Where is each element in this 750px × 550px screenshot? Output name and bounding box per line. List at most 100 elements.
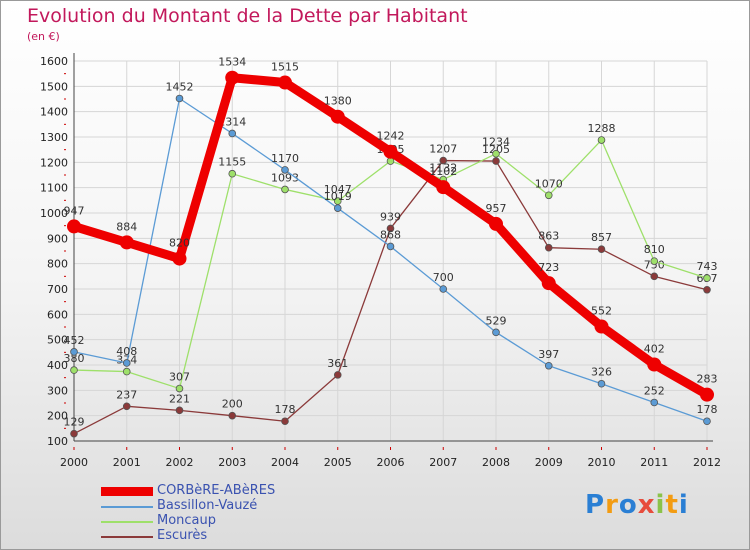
data-label: 129 [64,416,85,429]
data-point [333,204,342,212]
data-point [489,216,503,231]
data-point [281,185,289,194]
data-label: 237 [116,388,137,401]
proxiti-logo: Proxiti [585,490,689,520]
data-label: 529 [486,314,507,327]
data-point [386,242,395,251]
data-label: 1380 [324,95,352,108]
y-tick-label: 1300 [40,131,68,144]
legend-label: Bassillon-Vauzé [157,498,258,513]
data-point [278,75,292,90]
data-point [597,245,606,254]
y-tick-label: 1000 [40,207,68,220]
y-tick-label: 900 [47,232,68,245]
y-tick-label: 800 [47,258,68,271]
x-tick-label: 2004 [271,456,299,469]
data-point [492,157,500,165]
data-label: 857 [591,231,612,244]
data-point [175,384,184,393]
data-label: 178 [275,403,296,416]
data-point [439,156,448,165]
data-label: 1155 [218,156,246,169]
data-point [281,417,289,426]
data-label: 408 [116,345,137,358]
legend-label: Moncaup [157,513,217,528]
x-tick-label: 2011 [640,456,668,469]
x-tick-label: 2002 [166,456,194,469]
data-point [703,285,711,294]
data-point [122,367,131,376]
y-tick-label: 200 [47,410,68,423]
y-tick-label: 1600 [40,55,68,68]
data-label: 820 [169,237,190,250]
data-label: 1515 [271,61,299,74]
data-point [172,251,187,266]
data-label: 1205 [482,143,510,156]
data-label: 1132 [429,162,457,175]
legend-swatch [101,506,153,508]
data-point [228,169,237,178]
data-label: 252 [644,384,665,397]
legend-label: CORBèRE-ABèRES [157,483,276,498]
data-label: 884 [116,220,137,233]
legend-swatch [101,536,153,538]
data-point [544,191,553,200]
data-point [492,328,500,337]
legend-swatch [101,521,153,523]
legend-swatch [101,487,153,496]
data-point [597,379,606,388]
data-label: 1288 [588,122,616,135]
data-point [383,144,398,159]
y-tick-label: 1200 [40,156,68,169]
data-point [700,387,714,402]
data-point [175,94,184,103]
x-tick-label: 2012 [693,456,721,469]
data-point [225,70,240,85]
data-point [703,417,711,426]
y-tick-label: 1400 [40,106,68,119]
data-point [70,366,78,374]
y-tick-label: 500 [47,334,68,347]
data-label: 1170 [271,152,299,165]
data-label: 1207 [429,143,457,156]
data-point [119,235,134,250]
data-point [492,149,500,158]
data-point [228,411,237,420]
data-point [67,219,81,234]
data-label: 221 [169,392,190,405]
data-label: 178 [697,403,718,416]
data-label: 957 [486,202,507,215]
data-point [70,348,78,356]
data-label: 743 [697,260,718,273]
data-label: 326 [591,366,612,379]
data-point [175,406,184,415]
data-point [597,136,606,144]
data-label: 810 [644,243,665,256]
data-label: 1047 [324,183,352,196]
data-label: 452 [64,334,85,347]
data-label: 552 [591,304,612,317]
data-label: 723 [538,261,559,274]
data-label: 283 [697,373,718,386]
data-label: 1019 [324,190,352,203]
data-point [386,224,395,233]
x-tick-label: 2000 [60,456,88,469]
y-tick-label: 600 [47,308,68,321]
x-tick-label: 2008 [482,456,510,469]
x-tick-label: 2009 [535,456,563,469]
y-tick-label: 700 [47,283,68,296]
x-tick-label: 2007 [429,456,457,469]
y-tick-label: 100 [47,435,68,448]
data-point [650,257,659,265]
data-point [333,371,342,379]
data-point [122,359,131,367]
data-label: 361 [327,357,348,370]
data-label: 1234 [482,136,510,149]
data-label: 947 [64,204,85,217]
legend-label: Escurès [157,528,208,543]
data-point [281,166,289,174]
data-label: 1452 [166,80,194,93]
data-point [647,357,662,372]
chart-title: Evolution du Montant de la Dette par Hab… [27,5,468,27]
